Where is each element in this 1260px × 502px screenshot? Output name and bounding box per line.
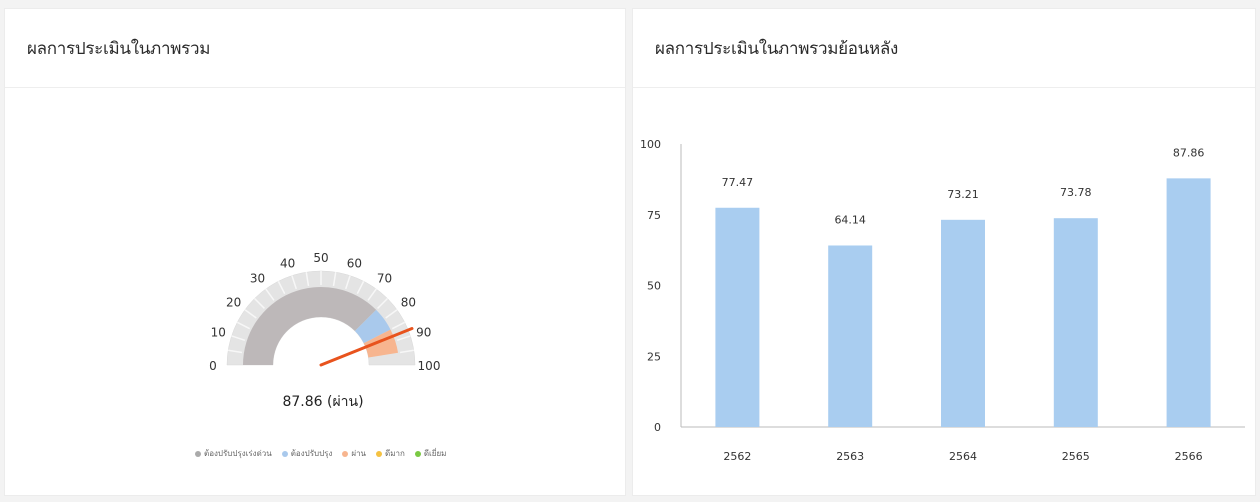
y-tick-label: 50 [647, 280, 661, 293]
gauge-segment-divider [391, 321, 406, 330]
bar-chart: 0 25 50 75 100 77.47 2562 64.14 2563 73.21 2564 73.… [640, 138, 1245, 463]
gauge-tick-label: 70 [377, 272, 392, 286]
gauge-band [243, 287, 377, 365]
gauge-chart: 0 10 20 30 40 50 60 70 80 90 100 [209, 251, 441, 373]
legend-color-swatch [376, 450, 383, 457]
gauge-segment-divider [277, 280, 286, 295]
bar-data-label: 77.47 [722, 176, 754, 189]
legend-item: ดีมาก [376, 447, 405, 460]
gauge-band [354, 309, 391, 344]
y-tick-label: 0 [654, 421, 661, 434]
y-tick-label: 25 [647, 350, 661, 363]
legend-item: ต้องปรับปรุง [281, 447, 333, 460]
bar-data-label: 73.21 [947, 188, 979, 201]
legend-color-swatch [195, 450, 201, 457]
gauge-tick-label: 20 [226, 296, 241, 310]
gauge-segment-divider [396, 335, 411, 341]
gauge-tick-label: 0 [209, 359, 217, 373]
y-tick-label: 75 [647, 209, 661, 222]
history-score-panel: ผลการประเมินในภาพรวมย้อนหลัง 0 25 50 75 100 7… [632, 8, 1256, 496]
bar-data-label: 87.86 [1173, 146, 1205, 159]
gauge-segment-divider [244, 309, 257, 319]
gauge-segment-divider [231, 335, 246, 341]
legend-item: ดีเยี่ยม [414, 447, 447, 460]
gauge-segment-divider [377, 298, 388, 309]
gauge-segment-divider [356, 280, 365, 295]
legend-label: ต้องปรับปรุง [290, 449, 333, 458]
legend-item: ผ่าน [342, 447, 366, 460]
legend-label: ดีเยี่ยม [423, 449, 447, 458]
bar [715, 207, 760, 427]
x-tick-label: 2562 [723, 450, 751, 463]
panel-divider [5, 87, 625, 88]
bar-data-label: 73.78 [1060, 186, 1092, 199]
bar [1166, 178, 1211, 427]
gauge-value-label: 87.86 (ผ่าน) [282, 394, 364, 410]
gauge-tick-label: 60 [347, 256, 362, 270]
legend-label: ดีมาก [385, 449, 405, 458]
bar-data-label: 64.14 [834, 213, 866, 226]
overall-score-panel: ผลการประเมินในภาพรวม 0 10 20 30 40 50 60 70 80 90… [4, 8, 626, 496]
gauge-tick-label: 90 [416, 326, 431, 340]
gauge-segment-divider [345, 275, 351, 290]
gauge-tick-label: 100 [418, 359, 441, 373]
gauge-segment-divider [228, 349, 243, 354]
gauge-segment-divider [236, 321, 251, 330]
legend-item: ต้องปรับปรุงเร่งด่วน [195, 447, 272, 460]
gauge-segment-divider [265, 288, 275, 301]
y-tick-label: 100 [640, 138, 661, 151]
panel-title: ผลการประเมินในภาพรวมย้อนหลัง [655, 39, 899, 59]
gauge-segment-divider [385, 309, 398, 319]
gauge-segment-divider [399, 349, 414, 354]
legend-color-swatch [281, 450, 288, 457]
gauge-tick-label: 10 [211, 326, 226, 340]
gauge-segment-divider [254, 298, 265, 309]
bar [828, 245, 873, 427]
gauge-segment-divider [305, 272, 310, 287]
panel-title: ผลการประเมินในภาพรวม [27, 39, 211, 59]
gauge-segment-divider [332, 272, 337, 287]
legend-color-swatch [342, 450, 349, 457]
x-tick-label: 2563 [836, 450, 864, 463]
gauge-tick-label: 30 [250, 272, 265, 286]
legend-label: ผ่าน [351, 449, 367, 458]
gauge-tick-label: 80 [401, 296, 416, 310]
panel-divider [633, 87, 1255, 88]
gauge-tick-label: 50 [313, 251, 328, 265]
legend-color-swatch [414, 450, 421, 457]
legend-label: ต้องปรับปรุงเร่งด่วน [204, 449, 272, 458]
gauge-segment-divider [291, 275, 297, 290]
bar [1053, 218, 1098, 427]
x-tick-label: 2565 [1062, 450, 1090, 463]
gauge-legend: ต้องปรับปรุงเร่งด่วน ต้องปรับปรุง ผ่าน ดีมา… [195, 447, 446, 460]
x-tick-label: 2566 [1175, 450, 1203, 463]
gauge-needle [319, 327, 414, 367]
gauge-tick-label: 40 [280, 256, 295, 270]
x-tick-label: 2564 [949, 450, 977, 463]
gauge-segment-divider [367, 288, 377, 301]
bar [941, 219, 985, 427]
